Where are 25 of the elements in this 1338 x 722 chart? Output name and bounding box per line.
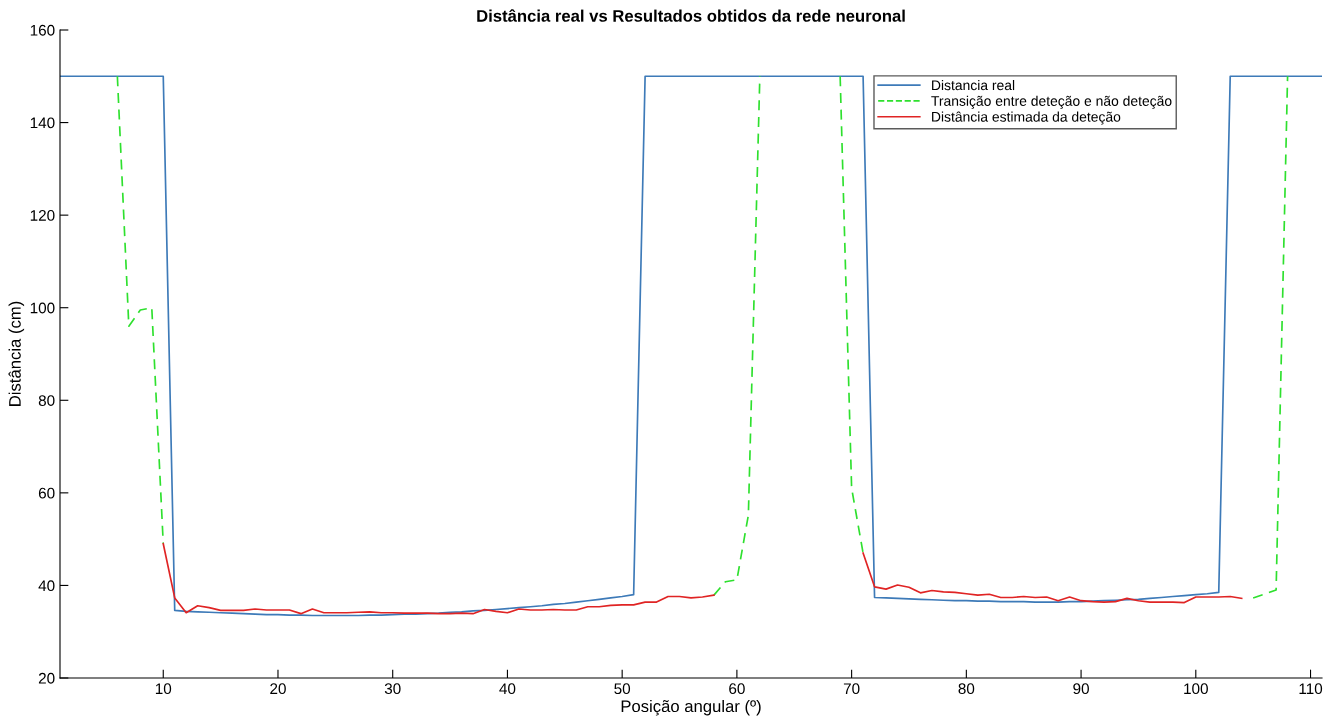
y-tick-label: 140 [30, 117, 55, 129]
y-tick-label: 20 [38, 672, 55, 684]
y-tick-label: 120 [30, 210, 55, 221]
x-tick-label: 100 [1184, 683, 1208, 695]
x-tick-label: 20 [270, 683, 286, 695]
legend-label: Transição entre deteção e não deteção [931, 95, 1172, 109]
x-axis-title: Posição angular (º) [621, 699, 761, 716]
y-axis-title: Distância (cm) [8, 301, 25, 406]
x-tick-label: 80 [958, 683, 975, 695]
legend-label: Distância estimada da deteção [932, 111, 1121, 125]
y-tick-label: 160 [30, 24, 55, 36]
y-tick-label: 100 [30, 302, 55, 314]
y-tick-label: 40 [38, 580, 55, 592]
x-tick-label: 40 [499, 683, 516, 695]
legend-label: Distancia real [932, 79, 1015, 91]
x-tick-label: 90 [1073, 683, 1089, 695]
x-tick-label: 10 [155, 683, 172, 695]
chart-title: Distância real vs Resultados obtidos da rede neuronal [477, 9, 905, 22]
y-tick-label: 80 [38, 395, 55, 406]
y-tick-label: 60 [38, 487, 55, 499]
x-tick-label: 30 [384, 683, 401, 695]
x-tick-label: 60 [729, 683, 745, 695]
x-tick-label: 50 [614, 683, 631, 695]
x-tick-label: 70 [843, 683, 860, 695]
x-tick-label: 110 [1299, 683, 1323, 695]
